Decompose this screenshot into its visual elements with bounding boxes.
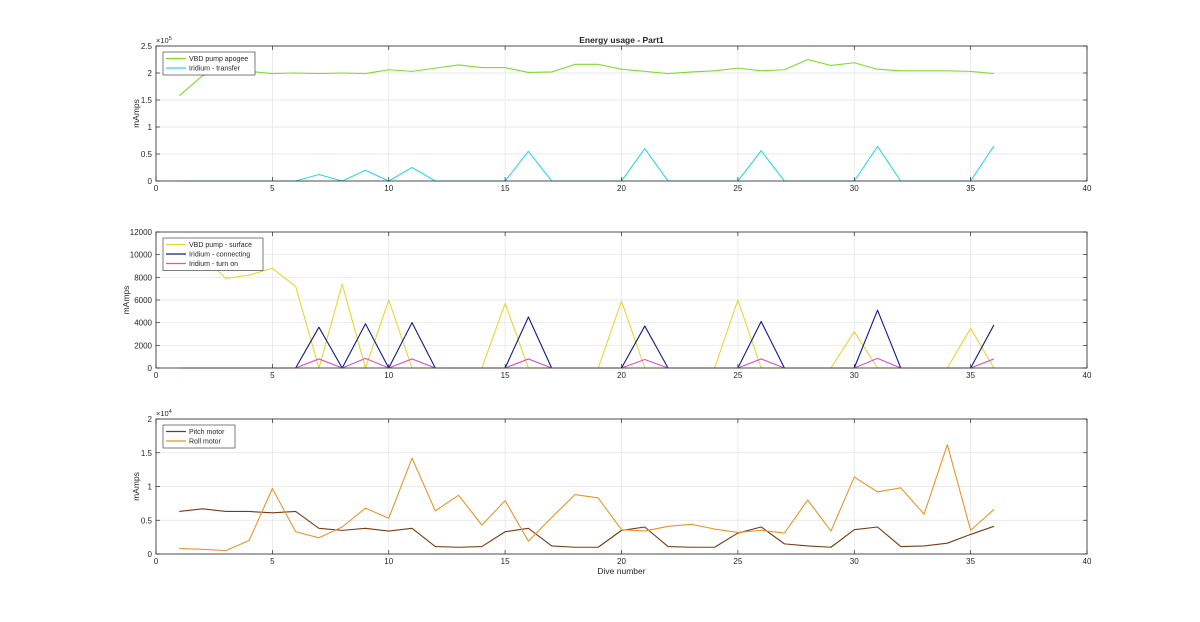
ticks: 0 5 10 15 20 25 30 35 40 0 0.5 1 1.5 2 [141,415,1092,566]
subplot-1: 0 5 10 15 20 25 30 35 4000.511.522.5×105mAmpsEne… [131,35,1092,193]
x-tick-label: 20 [617,371,626,380]
y-tick-label: 0 [148,550,153,559]
x-tick-label: 5 [270,371,275,380]
y-axis-label: mAmps [131,472,141,501]
subplot-2: 0 5 10 15 20 25 30 35 40 0 2000 4000 6000 8000 10000 12… [121,228,1092,380]
x-tick-label: 10 [384,371,393,380]
x-tick-label: 30 [850,557,859,566]
series-line-roll-motor [179,444,995,552]
chart-title: Energy usage - Part1 [579,35,664,45]
x-tick-label: 0 [154,557,159,566]
ticks: 0 5 10 15 20 25 30 35 40 0 0.5 1 1.5 2 2.5 [141,42,1092,193]
x-tick-label: 10 [384,184,393,193]
y-tick-label: 1 [148,123,153,132]
y-tick-label: 1.5 [141,96,153,105]
x-tick-label: 35 [966,371,975,380]
legend: Pitch motor Roll motor [162,424,236,449]
y-tick-label: 2000 [134,341,152,350]
x-tick-label: 20 [617,557,626,566]
x-tick-label: 0 [154,371,159,380]
x-tick-label: 25 [733,557,742,566]
x-tick-label: 40 [1083,557,1092,566]
exponent-power: 5 [169,36,172,42]
y-axis-label: mAmps [131,99,141,128]
x-tick-label: 40 [1083,371,1092,380]
exponent-base: ×10 [156,36,169,45]
legend: VBD pump - surface Iridium - connecting Ir… [162,237,264,271]
y-tick-label: 12000 [130,228,153,237]
x-tick-label: 35 [966,557,975,566]
x-axis-label: Dive number [597,566,645,576]
series-line-vbd-pump-apogee [178,58,994,97]
y-tick-label: 0 [148,364,153,373]
legend-entry: Roll motor [189,439,222,446]
x-tick-label: 40 [1083,184,1092,193]
x-tick-label: 15 [501,557,510,566]
legend-entry: Iridium - turn on [189,261,238,268]
y-axis-label: mAmps [121,286,131,315]
x-tick-label: 25 [733,184,742,193]
y-tick-label: 10000 [130,251,153,260]
x-tick-label: 20 [617,184,626,193]
y-tick-label: 1.5 [141,449,153,458]
legend: VBD pump apogee Iridium - transfer [162,51,256,76]
legend-entry: VBD pump apogee [189,56,248,63]
y-tick-label: 0 [148,177,153,186]
legend-box [162,51,256,76]
y-tick-label: 2.5 [141,42,153,51]
y-tick-label: 8000 [134,273,152,282]
y-tick-label: 2 [148,415,153,424]
legend-box [162,424,236,449]
legend-entry: Iridium - transfer [189,66,241,73]
y-exponent-label: ×104 [156,409,172,418]
ticks: 0 5 10 15 20 25 30 35 40 0 2000 4000 6000 8000 10000 12… [130,228,1092,380]
y-tick-label: 2 [148,69,153,78]
legend-entry: Iridium - connecting [189,252,250,259]
y-tick-label: 4000 [134,319,152,328]
x-tick-label: 30 [850,184,859,193]
exponent-power: 4 [169,409,172,415]
y-tick-label: 0.5 [141,150,153,159]
x-tick-label: 15 [501,184,510,193]
y-exponent-label: ×105 [156,36,172,45]
exponent-base: ×10 [156,409,169,418]
x-tick-label: 5 [270,557,275,566]
series-line-pitch-motor [179,508,995,548]
series-group [179,444,995,552]
x-tick-label: 5 [270,184,275,193]
y-tick-label: 6000 [134,296,152,305]
subplot-3: 0 5 10 15 20 25 30 35 40 0 0.5 1 1.5 2×104 mAmps Dive n… [131,409,1092,576]
legend-entry: VBD pump - surface [189,242,252,249]
x-tick-label: 15 [501,371,510,380]
legend-entry: Pitch motor [189,429,225,436]
x-tick-label: 10 [384,557,393,566]
x-tick-label: 30 [850,371,859,380]
x-tick-label: 25 [733,371,742,380]
y-tick-label: 0.5 [141,516,153,525]
x-tick-label: 0 [154,184,159,193]
x-tick-label: 35 [966,184,975,193]
y-tick-label: 1 [148,483,153,492]
